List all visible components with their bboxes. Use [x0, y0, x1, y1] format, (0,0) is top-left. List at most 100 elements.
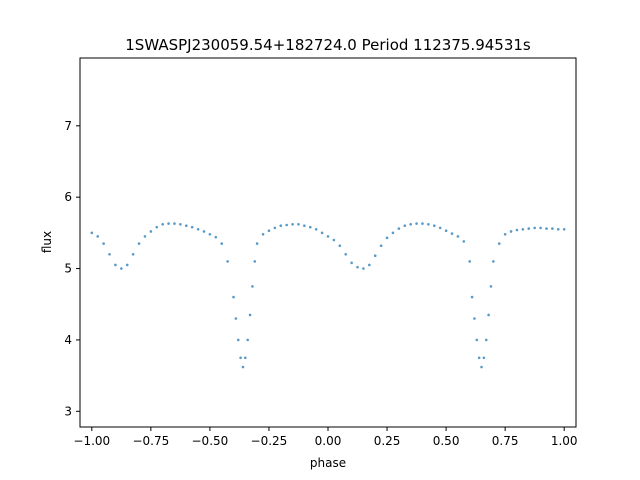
data-point [503, 232, 507, 236]
x-tick-label: −0.75 [132, 434, 169, 448]
data-point [391, 231, 395, 235]
data-point [285, 223, 288, 227]
y-tick-label: 4 [64, 333, 72, 347]
data-point [533, 226, 536, 230]
data-point [482, 356, 486, 360]
data-point [114, 263, 117, 267]
data-point [545, 227, 548, 230]
y-tick-label: 6 [64, 190, 72, 204]
data-point [173, 222, 176, 225]
scatter-points [90, 222, 566, 369]
data-point [409, 223, 412, 226]
data-point [273, 226, 277, 230]
data-point [190, 225, 194, 229]
data-point [487, 313, 490, 317]
data-point [267, 229, 271, 233]
data-point [539, 226, 542, 230]
data-point [236, 338, 240, 342]
data-point [379, 244, 383, 248]
data-point [480, 365, 483, 369]
x-axis-label: phase [310, 456, 346, 470]
data-point [90, 231, 94, 235]
data-point [253, 260, 257, 263]
data-point [167, 222, 170, 225]
data-point [470, 295, 474, 299]
data-point [131, 252, 135, 256]
data-point [239, 356, 242, 360]
data-point [291, 223, 294, 226]
data-point [149, 230, 153, 233]
data-point [515, 228, 519, 232]
data-point [96, 235, 100, 238]
data-point [338, 244, 342, 248]
data-point [326, 235, 330, 238]
data-point [438, 226, 442, 230]
data-point [261, 232, 265, 236]
data-point [350, 261, 353, 265]
data-point [427, 223, 430, 226]
data-point [314, 228, 318, 231]
data-point [562, 228, 566, 231]
data-point [456, 235, 460, 238]
data-point [385, 236, 389, 240]
data-point [468, 260, 472, 263]
data-point [244, 356, 247, 360]
data-point [196, 228, 200, 231]
x-tick-label: 0.75 [492, 434, 519, 448]
y-tick-label: 5 [64, 262, 72, 276]
data-point [450, 232, 454, 235]
data-point [161, 223, 164, 226]
data-point [214, 235, 218, 239]
data-point [475, 338, 479, 342]
data-point [102, 242, 105, 245]
data-point [208, 232, 212, 236]
data-point [415, 222, 418, 225]
data-point [120, 267, 123, 270]
y-tick-label: 3 [64, 404, 72, 418]
data-point [137, 242, 141, 245]
x-tick-label: −0.50 [192, 434, 229, 448]
chart-title: 1SWASPJ230059.54+182724.0 Period 112375.… [125, 36, 531, 54]
x-tick-label: −0.25 [251, 434, 288, 448]
data-point [226, 260, 229, 263]
y-axis-label: flux [40, 231, 54, 253]
data-point [368, 263, 371, 267]
data-point [344, 252, 348, 256]
data-point [108, 252, 111, 256]
data-point [220, 242, 224, 245]
data-point [356, 265, 359, 269]
data-point [251, 285, 254, 288]
data-point [489, 285, 493, 288]
data-point [143, 235, 147, 238]
data-point [320, 231, 324, 235]
x-tick-label: 1.00 [551, 434, 578, 448]
data-point [202, 230, 206, 233]
data-point [232, 295, 235, 299]
data-point [421, 222, 424, 225]
data-point [556, 228, 560, 231]
data-point [492, 260, 495, 263]
data-point [308, 225, 312, 229]
data-point [297, 223, 300, 226]
data-point [248, 313, 252, 317]
x-tick-label: 0.50 [433, 434, 460, 448]
data-point [462, 240, 466, 243]
data-point [444, 229, 448, 233]
data-point [179, 223, 182, 226]
data-point [432, 224, 436, 228]
data-point [484, 338, 488, 342]
data-point [246, 338, 249, 342]
data-point [255, 242, 259, 245]
y-tick-label: 7 [64, 119, 72, 133]
x-tick-label: 0.00 [315, 434, 342, 448]
data-point [241, 365, 245, 369]
data-point [509, 230, 513, 233]
x-tick-label: 0.25 [374, 434, 401, 448]
data-point [155, 225, 159, 229]
data-point [332, 238, 336, 242]
y-axis-ticks: 3 4 5 6 7 [64, 119, 80, 418]
data-point [184, 224, 188, 228]
data-point [497, 242, 501, 245]
